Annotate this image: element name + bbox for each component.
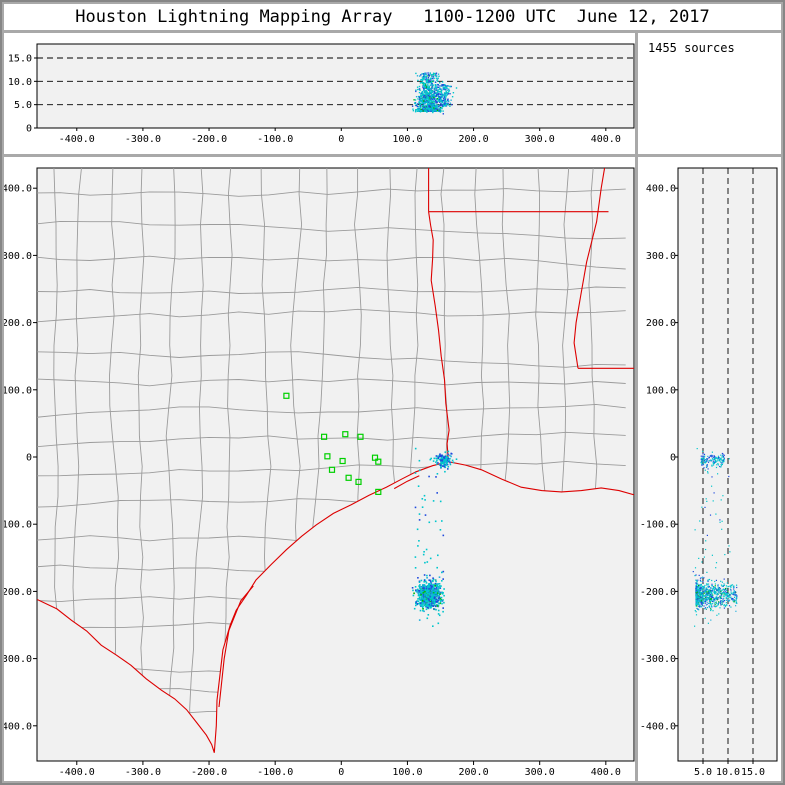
border-barrier_island: [218, 585, 254, 708]
ns-altitude-panel: 400.0 300.0 200.0 100.0 0 -100.0 -200.0 -300.0 -…: [638, 157, 781, 781]
svg-text:-400.0: -400.0: [640, 721, 676, 732]
svg-text:5.0: 5.0: [14, 100, 32, 111]
svg-text:-200.0: -200.0: [191, 134, 227, 145]
border-sabine_river: [428, 211, 450, 462]
svg-text:0: 0: [338, 767, 344, 778]
svg-text:300.0: 300.0: [4, 251, 32, 262]
station-marker: [283, 392, 290, 399]
station-marker: [328, 466, 336, 473]
plot-area: [36, 167, 635, 762]
station-marker: [371, 454, 379, 461]
station-marker: [355, 478, 362, 485]
ew-altitude-panel: 15.0 10.0 5.0 0 -400.0 -300.0 -200.0 -100.0 0 100…: [4, 33, 635, 154]
station-marker: [357, 433, 364, 440]
source-count-panel: 1455 sources: [638, 33, 781, 154]
svg-text:-400.0: -400.0: [59, 767, 95, 778]
station-marker: [375, 458, 382, 465]
svg-text:100.0: 100.0: [646, 385, 676, 396]
svg-text:-200.0: -200.0: [4, 587, 32, 598]
plan-view-map: 400.0 300.0 200.0 100.0 0 -100.0 -200.0 -300.0 -…: [4, 167, 635, 778]
plot-area: [36, 43, 635, 129]
svg-text:100.0: 100.0: [392, 767, 422, 778]
svg-text:-300.0: -300.0: [4, 654, 32, 665]
state-borders: [37, 168, 634, 753]
lightning-sources-ew-projection: [411, 72, 458, 115]
station-marker: [339, 457, 346, 465]
ew-axis-labels: 15.0 10.0 5.0 0 -400.0 -300.0 -200.0 -100.0 0 100…: [8, 53, 621, 145]
svg-text:-100.0: -100.0: [257, 134, 293, 145]
svg-text:5.0: 5.0: [694, 767, 712, 778]
station-marker: [375, 488, 382, 495]
lightning-sources-plan-view: [411, 447, 458, 627]
ns-altitude-chart: 400.0 300.0 200.0 100.0 0 -100.0 -200.0 -300.0 -…: [640, 167, 778, 778]
border-rio_grande: [37, 599, 215, 753]
plan-axis-labels: 400.0 300.0 200.0 100.0 0 -100.0 -200.0 -300.0 -…: [4, 184, 621, 778]
svg-text:200.0: 200.0: [646, 318, 676, 329]
svg-text:100.0: 100.0: [4, 385, 32, 396]
lma-station-markers: [283, 392, 382, 495]
svg-text:-100.0: -100.0: [640, 520, 676, 531]
svg-text:15.0: 15.0: [741, 767, 765, 778]
lightning-sources-ns-projection: [692, 448, 738, 627]
svg-text:400.0: 400.0: [591, 134, 621, 145]
svg-text:0: 0: [26, 124, 32, 135]
station-marker: [345, 474, 352, 481]
plot-area: [677, 167, 778, 762]
station-marker: [324, 453, 331, 460]
svg-text:200.0: 200.0: [459, 134, 489, 145]
svg-text:15.0: 15.0: [8, 53, 32, 64]
svg-text:300.0: 300.0: [525, 767, 555, 778]
svg-text:-400.0: -400.0: [59, 134, 95, 145]
svg-text:-200.0: -200.0: [640, 587, 676, 598]
svg-text:300.0: 300.0: [525, 134, 555, 145]
ew-altitude-chart: 15.0 10.0 5.0 0 -400.0 -300.0 -200.0 -100.0 0 100…: [8, 43, 635, 145]
svg-text:0: 0: [26, 453, 32, 464]
plan-view-panel: 400.0 300.0 200.0 100.0 0 -100.0 -200.0 -300.0 -…: [4, 157, 635, 781]
ns-axis-labels: 400.0 300.0 200.0 100.0 0 -100.0 -200.0 -300.0 -…: [640, 184, 765, 778]
svg-text:100.0: 100.0: [392, 134, 422, 145]
altitude-dashed-gridlines: [702, 168, 754, 761]
svg-text:0: 0: [670, 453, 676, 464]
page-title: Houston Lightning Mapping Array 1100-120…: [75, 7, 710, 27]
svg-text:-200.0: -200.0: [191, 767, 227, 778]
svg-text:-100.0: -100.0: [257, 767, 293, 778]
source-count-label: 1455 sources: [648, 41, 735, 55]
border-galveston_island: [393, 475, 420, 490]
svg-text:10.0: 10.0: [8, 77, 32, 88]
svg-text:400.0: 400.0: [591, 767, 621, 778]
svg-text:-300.0: -300.0: [125, 767, 161, 778]
station-marker: [342, 431, 349, 438]
svg-text:400.0: 400.0: [646, 184, 676, 195]
svg-text:400.0: 400.0: [4, 184, 32, 195]
svg-text:-300.0: -300.0: [125, 134, 161, 145]
svg-text:-300.0: -300.0: [640, 654, 676, 665]
border-coastline: [213, 461, 634, 753]
title-bar: Houston Lightning Mapping Array 1100-120…: [4, 4, 781, 30]
station-marker: [321, 433, 328, 440]
svg-text:300.0: 300.0: [646, 251, 676, 262]
svg-text:10.0: 10.0: [716, 767, 740, 778]
svg-text:-400.0: -400.0: [4, 721, 32, 732]
svg-text:-100.0: -100.0: [4, 520, 32, 531]
svg-text:0: 0: [338, 134, 344, 145]
border-mississippi_river: [573, 168, 606, 369]
svg-text:200.0: 200.0: [4, 318, 32, 329]
svg-text:200.0: 200.0: [459, 767, 489, 778]
